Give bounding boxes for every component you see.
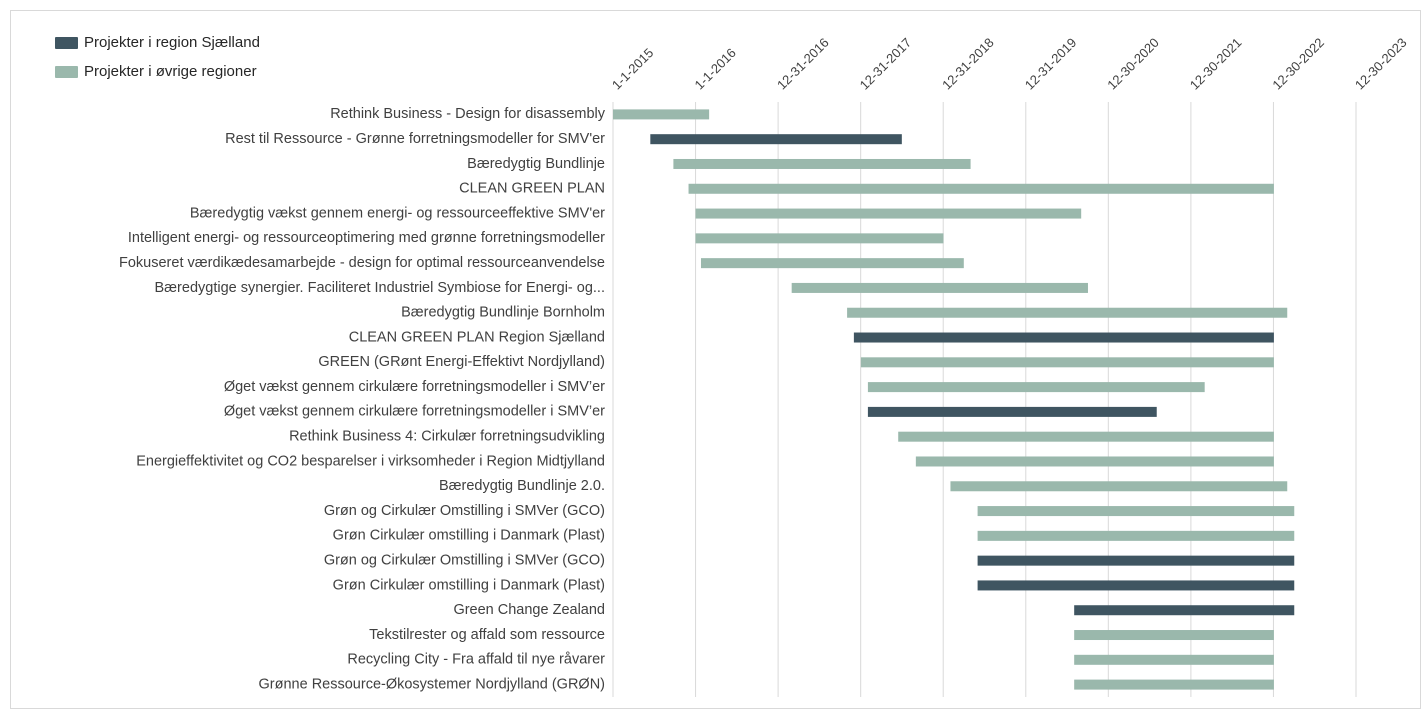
y-tick-label: Intelligent energi- og ressourceoptimeri… bbox=[128, 230, 605, 246]
bar bbox=[977, 530, 1295, 541]
bar bbox=[1074, 630, 1274, 641]
bar bbox=[700, 258, 964, 269]
bar bbox=[867, 406, 1157, 417]
y-tick-label: Øget vækst gennem cirkulære forretningsm… bbox=[224, 404, 605, 420]
x-tick-label: 12-31-2017 bbox=[857, 35, 915, 93]
x-tick-label: 1-1-2016 bbox=[692, 45, 739, 92]
bar bbox=[613, 109, 710, 120]
bar bbox=[977, 506, 1295, 517]
bar bbox=[688, 183, 1274, 194]
x-tick-label: 12-31-2016 bbox=[774, 35, 832, 93]
y-tick-label: Grøn og Cirkulær Omstilling i SMVer (GCO… bbox=[324, 552, 605, 568]
x-tick-label: 12-30-2023 bbox=[1352, 35, 1410, 93]
chart-border bbox=[10, 10, 1421, 709]
x-tick-label: 12-30-2022 bbox=[1269, 35, 1327, 93]
y-tick-label: Fokuseret værdikædesamarbejde - design f… bbox=[119, 255, 605, 271]
bar bbox=[977, 555, 1295, 566]
bar bbox=[898, 431, 1274, 442]
x-tick-label: 12-30-2021 bbox=[1187, 35, 1245, 93]
bar bbox=[950, 481, 1288, 492]
bar bbox=[695, 208, 1082, 219]
y-tick-label: Grøn Cirkulær omstilling i Danmark (Plas… bbox=[333, 577, 605, 593]
y-tick-label: Tekstilrester og affald som ressource bbox=[369, 627, 605, 643]
bar bbox=[853, 332, 1274, 343]
legend-label: Projekter i øvrige regioner bbox=[84, 63, 257, 80]
bar bbox=[673, 158, 971, 169]
legend-swatch bbox=[55, 66, 78, 78]
y-tick-label: CLEAN GREEN PLAN Region Sjælland bbox=[349, 329, 605, 345]
y-tick-label: Bæredygtig Bundlinje bbox=[467, 156, 605, 172]
bar bbox=[650, 134, 902, 145]
y-tick-label: Recycling City - Fra affald til nye råva… bbox=[347, 652, 605, 668]
y-tick-label: CLEAN GREEN PLAN bbox=[459, 181, 605, 197]
y-tick-label: Grønne Ressource-Økosystemer Nordjylland… bbox=[259, 676, 605, 692]
y-tick-label: Green Change Zealand bbox=[453, 602, 605, 618]
bar bbox=[791, 282, 1088, 293]
bar bbox=[1074, 654, 1274, 665]
x-tick-label: 12-30-2020 bbox=[1104, 35, 1162, 93]
y-tick-label: GREEN (GRønt Energi-Effektivt Nordjyllan… bbox=[318, 354, 605, 370]
legend-label: Projekter i region Sjælland bbox=[84, 34, 260, 51]
bar bbox=[847, 307, 1288, 318]
y-tick-label: Bæredygtig vækst gennem energi- og resso… bbox=[190, 205, 605, 221]
y-tick-label: Bæredygtig Bundlinje 2.0. bbox=[439, 478, 605, 494]
y-tick-label: Øget vækst gennem cirkulære forretningsm… bbox=[224, 379, 605, 395]
x-tick-label: 12-31-2019 bbox=[1022, 35, 1080, 93]
y-tick-label: Rethink Business 4: Cirkulær forretnings… bbox=[289, 429, 605, 445]
y-tick-label: Rethink Business - Design for disassembl… bbox=[330, 106, 606, 122]
bar bbox=[915, 456, 1274, 467]
y-tick-label: Grøn Cirkulær omstilling i Danmark (Plas… bbox=[333, 528, 605, 544]
bar bbox=[977, 580, 1295, 591]
bar bbox=[1074, 679, 1274, 690]
y-tick-label: Bæredygtige synergier. Faciliteret Indus… bbox=[154, 280, 605, 296]
x-tick-label: 12-31-2018 bbox=[939, 35, 997, 93]
y-tick-label: Grøn og Cirkulær Omstilling i SMVer (GCO… bbox=[324, 503, 605, 519]
y-tick-label: Bæredygtig Bundlinje Bornholm bbox=[401, 305, 605, 321]
x-tick-label: 1-1-2015 bbox=[609, 45, 656, 92]
bar bbox=[860, 357, 1274, 368]
bar bbox=[867, 382, 1205, 393]
bar bbox=[695, 233, 944, 244]
bar bbox=[1074, 605, 1295, 616]
y-tick-label: Energieffektivitet og CO2 besparelser i … bbox=[136, 453, 605, 469]
legend-swatch bbox=[55, 37, 78, 49]
y-tick-label: Rest til Ressource - Grønne forretningsm… bbox=[225, 131, 605, 147]
